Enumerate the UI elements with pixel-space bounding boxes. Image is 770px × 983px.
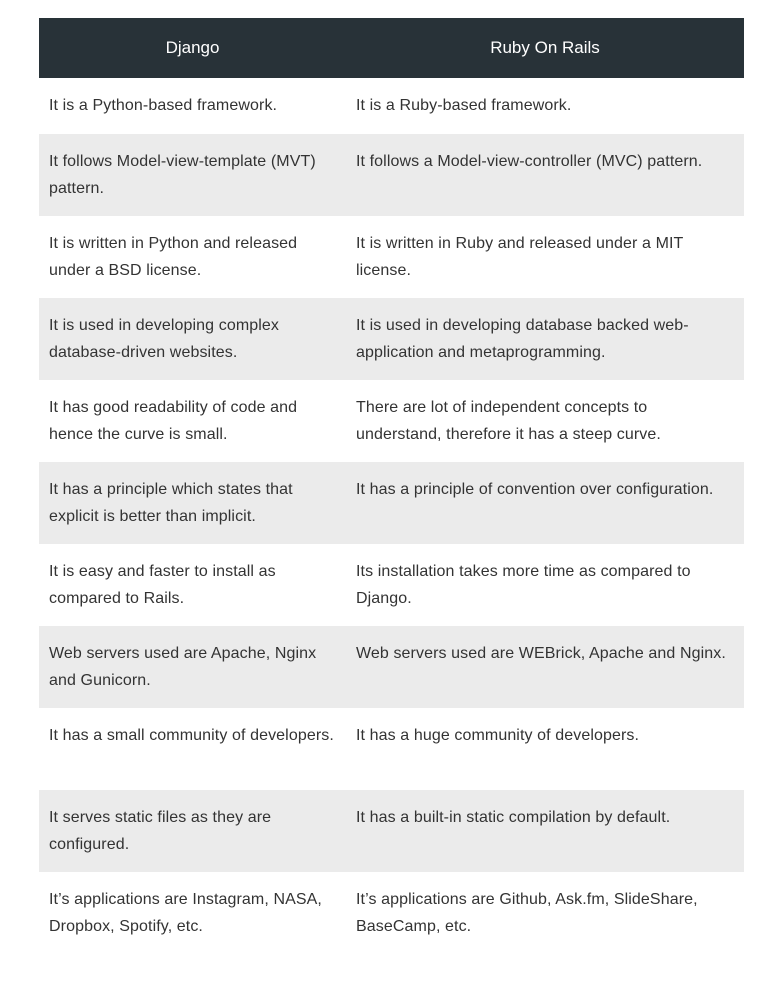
cell-django: It has a small community of developers. — [49, 727, 334, 744]
cell-rails: It has a huge community of developers. — [356, 727, 640, 744]
cell-django: It is easy and faster to install as comp… — [49, 563, 276, 607]
table-row: Web servers used are Apache, Nginx and G… — [39, 626, 744, 708]
cell-rails: There are lot of independent concepts to… — [356, 399, 661, 443]
cell-rails: It is a Ruby-based framework. — [356, 97, 572, 114]
header-rails: Ruby On Rails — [346, 18, 744, 78]
header-row: Django Ruby On Rails — [39, 18, 744, 78]
cell-django: It serves static files as they are confi… — [39, 790, 346, 872]
cell-django: Web servers used are Apache, Nginx and G… — [39, 626, 346, 708]
cell-django: It is used in developing complex databas… — [39, 298, 346, 380]
cell-rails: Web servers used are WEBrick, Apache and… — [346, 626, 744, 708]
cell-django: It is a Python-based framework. — [49, 97, 278, 114]
table-row: It has good readability of code and henc… — [39, 380, 744, 462]
cell-django: It’s applications are Instagram, NASA, D… — [49, 891, 322, 935]
header-django: Django — [39, 18, 346, 78]
table-row: It is a Python-based framework. It is a R… — [39, 78, 744, 134]
cell-rails: It’s applications are Github, Ask.fm, Sl… — [356, 891, 698, 935]
table-row: It serves static files as they are confi… — [39, 790, 744, 872]
cell-rails: Its installation takes more time as comp… — [356, 563, 691, 607]
cell-django: It has good readability of code and henc… — [49, 399, 298, 443]
table-row: It follows Model-view-template (MVT) pat… — [39, 134, 744, 216]
cell-django: It is written in Python and released und… — [49, 235, 298, 279]
cell-rails: It follows a Model-view-controller (MVC)… — [346, 134, 744, 216]
cell-rails: It is written in Ruby and released under… — [356, 235, 684, 279]
table-row: It is easy and faster to install as comp… — [39, 544, 744, 626]
cell-rails: It has a principle of convention over co… — [346, 462, 744, 544]
table-row: It has a small community of developers. I… — [39, 708, 744, 790]
comparison-table: Django Ruby On Rails It is a Python-base… — [39, 18, 744, 954]
table-row: It has a principle which states that exp… — [39, 462, 744, 544]
table-row: It is written in Python and released und… — [39, 216, 744, 298]
cell-django: It follows Model-view-template (MVT) pat… — [39, 134, 346, 216]
cell-rails: It has a built-in static compilation by … — [346, 790, 744, 872]
table-row: It is used in developing complex databas… — [39, 298, 744, 380]
cell-django: It has a principle which states that exp… — [39, 462, 346, 544]
cell-rails: It is used in developing database backed… — [346, 298, 744, 380]
table-row: It’s applications are Instagram, NASA, D… — [39, 872, 744, 954]
